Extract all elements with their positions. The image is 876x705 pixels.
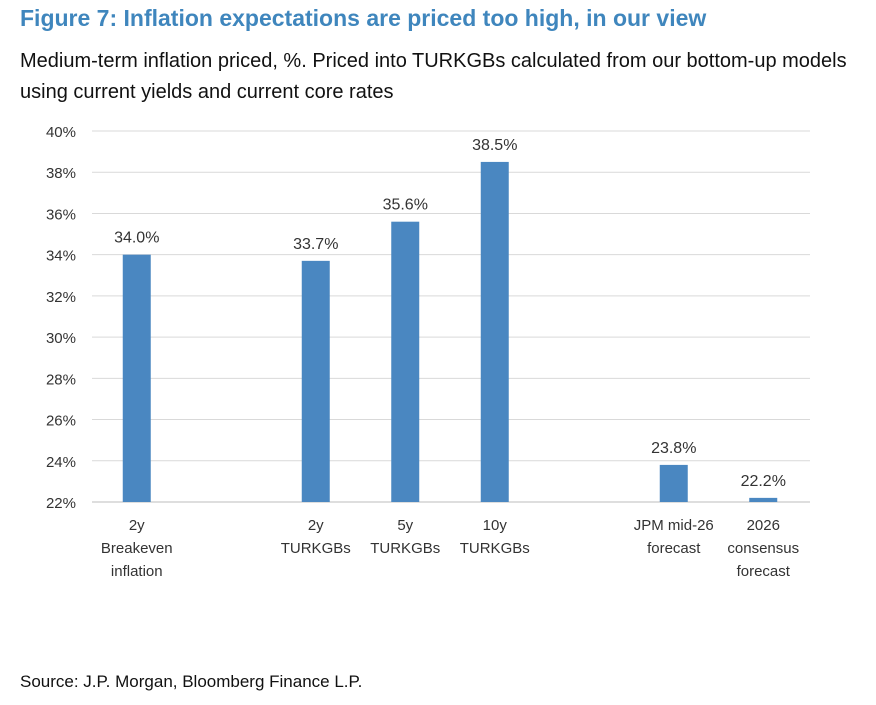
data-label: 34.0% — [114, 230, 159, 247]
y-tick-label: 38% — [46, 165, 76, 182]
y-axis: 22% 24% 26% 28% 30% 32% 34% 36% 38% 40% — [46, 124, 76, 512]
x-tick-label: 10y — [483, 517, 508, 534]
x-tick-label: 2026 — [747, 517, 780, 534]
gridlines — [92, 130, 810, 503]
x-tick-label: forecast — [737, 563, 791, 580]
x-tick-label: TURKGBs — [370, 540, 440, 557]
y-tick-label: 36% — [46, 206, 76, 223]
chart-title: Figure 7: Inflation expectations are pri… — [20, 5, 707, 31]
value-labels: 34.0% 33.7% 35.6% 38.5% 23.8% 22.2% — [114, 137, 786, 490]
bar — [480, 161, 509, 502]
y-tick-label: 22% — [46, 495, 76, 512]
chart-subtitle: Medium-term inflation priced, %. Priced … — [20, 50, 847, 103]
y-tick-label: 34% — [46, 248, 76, 265]
y-tick-label: 26% — [46, 413, 76, 430]
bar — [122, 254, 151, 502]
bar — [659, 464, 688, 502]
x-tick-label: 5y — [397, 517, 413, 534]
x-tick-label: inflation — [111, 563, 163, 580]
data-label: 22.2% — [741, 473, 786, 490]
y-tick-label: 40% — [46, 124, 76, 141]
x-tick-label: 2y — [308, 517, 324, 534]
bar — [391, 221, 420, 502]
bar — [749, 497, 778, 502]
y-tick-label: 32% — [46, 289, 76, 306]
data-label: 38.5% — [472, 137, 517, 154]
bar-chart: 22% 24% 26% 28% 30% 32% 34% 36% 38% 40% 34.0% 33.7… — [46, 124, 810, 580]
y-tick-label: 30% — [46, 330, 76, 347]
bar — [301, 260, 330, 502]
bars — [122, 161, 778, 502]
x-tick-label: forecast — [647, 540, 701, 557]
y-tick-label: 28% — [46, 371, 76, 388]
y-tick-label: 24% — [46, 454, 76, 471]
x-axis: 2y Breakeven inflation 2y TURKGBs 5y TURKGBs 10… — [101, 517, 799, 580]
x-tick-label: consensus — [727, 540, 799, 557]
data-label: 33.7% — [293, 236, 338, 253]
x-tick-label: JPM mid-26 — [634, 517, 714, 534]
source-note: Source: J.P. Morgan, Bloomberg Finance L… — [20, 672, 363, 691]
x-tick-label: 2y — [129, 517, 145, 534]
data-label: 23.8% — [651, 440, 696, 457]
x-tick-label: Breakeven — [101, 540, 173, 557]
x-tick-label: TURKGBs — [281, 540, 351, 557]
x-tick-label: TURKGBs — [460, 540, 530, 557]
data-label: 35.6% — [383, 197, 428, 214]
